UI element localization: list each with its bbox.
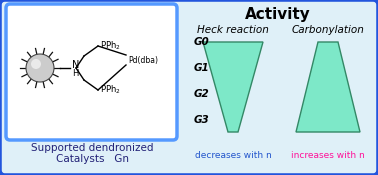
Text: PPh$_2$: PPh$_2$ xyxy=(100,40,121,52)
Text: Pd(dba): Pd(dba) xyxy=(128,55,158,65)
Text: G1: G1 xyxy=(194,63,210,73)
Circle shape xyxy=(26,54,54,82)
Text: decreases with n: decreases with n xyxy=(195,150,271,159)
Circle shape xyxy=(31,59,41,69)
Text: Catalysts   Gn: Catalysts Gn xyxy=(56,154,129,164)
Text: Activity: Activity xyxy=(245,6,311,22)
Text: G3: G3 xyxy=(194,115,210,125)
Text: H: H xyxy=(72,68,78,78)
Text: increases with n: increases with n xyxy=(291,150,365,159)
Polygon shape xyxy=(296,42,360,132)
Text: Heck reaction: Heck reaction xyxy=(197,25,269,35)
Text: G2: G2 xyxy=(194,89,210,99)
Text: Carbonylation: Carbonylation xyxy=(291,25,364,35)
Text: G0: G0 xyxy=(194,37,210,47)
FancyBboxPatch shape xyxy=(6,4,177,140)
Text: PPh$_2$: PPh$_2$ xyxy=(100,84,121,96)
Polygon shape xyxy=(203,42,263,132)
Text: N: N xyxy=(72,60,79,70)
Text: Supported dendronized: Supported dendronized xyxy=(31,143,153,153)
